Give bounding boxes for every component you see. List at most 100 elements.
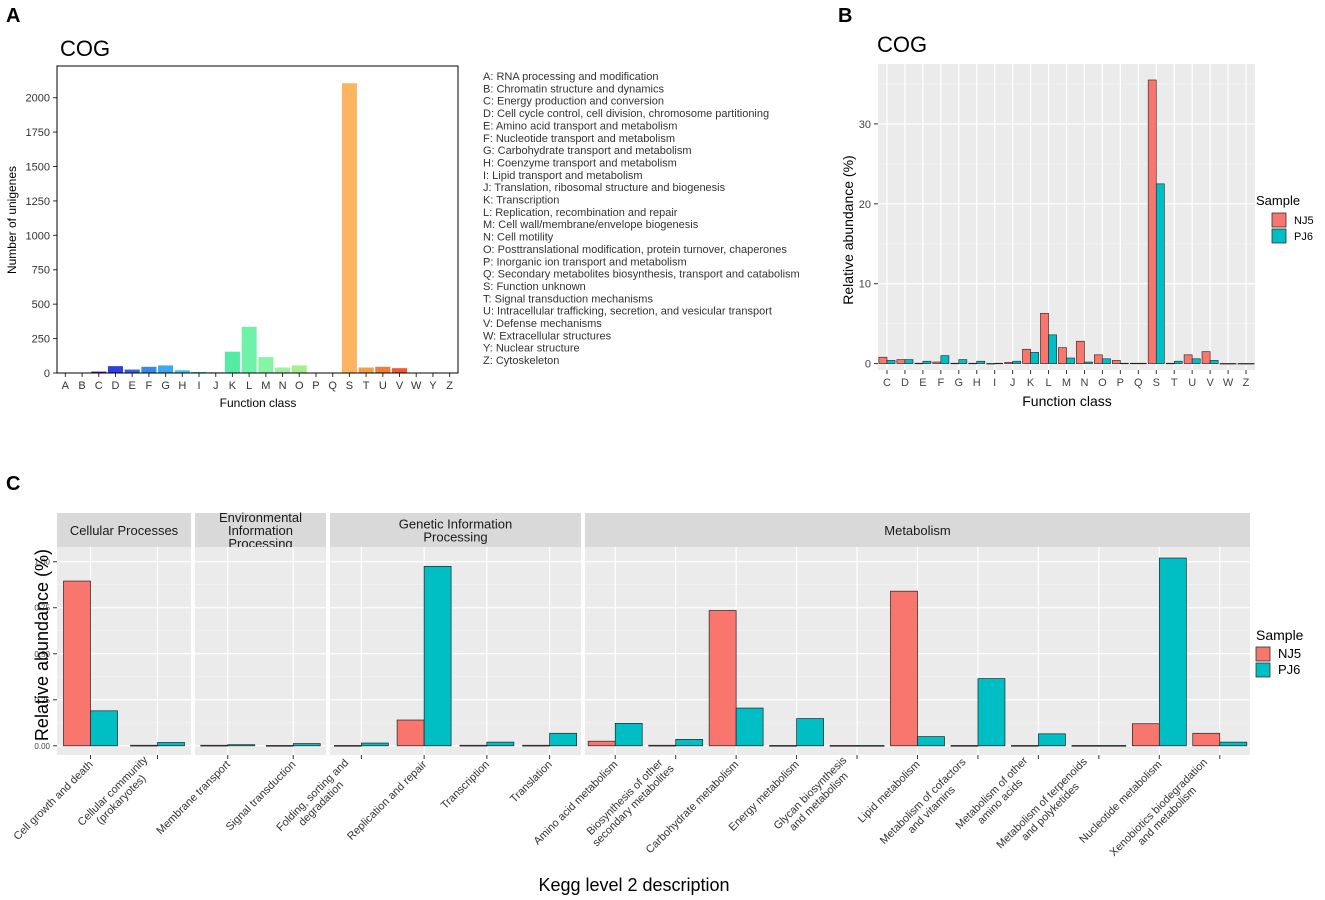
a-bar-E — [124, 369, 140, 373]
a-bar-N — [275, 367, 291, 373]
panel-a-title: COG — [60, 36, 110, 61]
b-y-tick-label: 30 — [859, 119, 871, 131]
c-x-tick-line: Transcription — [439, 759, 492, 812]
b-bar-PJ6-P — [1120, 362, 1129, 365]
c-bar-NJ5 — [334, 745, 362, 747]
a-y-tick-label: 1500 — [26, 161, 50, 173]
a-x-tick-label-Z: Z — [446, 380, 453, 392]
a-x-tick-label-N: N — [279, 380, 287, 392]
c-bar-PJ6 — [796, 718, 824, 747]
a-x-tick-label-K: K — [229, 380, 237, 392]
panel-b-ylabel: Relative abundance (%) — [840, 155, 856, 304]
c-bar-PJ6 — [856, 745, 885, 747]
c-facet-title: Genetic Information — [399, 517, 512, 532]
a-legend-item: O: Posttranslational modification, prote… — [483, 244, 787, 256]
c-y-tick-label: 0.75 — [34, 604, 50, 613]
c-facet-title: Cellular Processes — [70, 523, 179, 538]
b-bar-NJ5-Z — [1237, 363, 1247, 365]
b-bar-PJ6-M — [1066, 357, 1075, 364]
a-bar-F — [141, 366, 157, 373]
b-bar-PJ6-D — [904, 359, 914, 364]
b-bar-NJ5-S — [1147, 79, 1157, 364]
panel-a-xlabel: Function class — [220, 396, 297, 410]
c-bar-PJ6 — [227, 744, 256, 747]
c-x-tick-label: Transcription — [439, 759, 492, 812]
b-bar-NJ5-J — [1004, 362, 1013, 364]
panel-c-legend-swatch-nj5 — [1255, 646, 1271, 662]
c-bar-NJ5 — [950, 745, 979, 747]
panel-b-legend-swatch-pj6 — [1271, 228, 1287, 244]
c-y-tick-label: 0.00 — [34, 742, 50, 751]
c-facet-strip — [57, 513, 191, 547]
b-bar-NJ5-K — [1022, 348, 1031, 364]
panel-c-legend-pj6: PJ6 — [1278, 662, 1300, 677]
b-x-tick-label-F: F — [937, 377, 944, 389]
b-bar-NJ5-D — [896, 359, 906, 364]
c-bar-NJ5 — [63, 580, 91, 747]
panel-b-legend-swatch-nj5 — [1271, 212, 1287, 228]
b-bar-PJ6-K — [1030, 352, 1039, 364]
c-bar-PJ6 — [423, 565, 452, 747]
panel-a-ylabel: Number of unigenes — [5, 166, 19, 274]
a-legend-item: S: Function unknown — [483, 281, 586, 293]
b-x-tick-label-E: E — [919, 377, 926, 389]
c-bar-PJ6 — [675, 739, 704, 747]
b-x-tick-label-W: W — [1223, 377, 1234, 389]
panel-c: C 0.00 0.25 0.50 0.75 1.00 Cellular Processes… — [6, 473, 1304, 895]
panel-c-ylabel: Relative abundance (%) — [32, 549, 52, 741]
a-y-tick-label: 750 — [32, 265, 50, 277]
a-y-tick-label: 1000 — [26, 230, 50, 242]
c-bar-NJ5 — [829, 745, 858, 747]
panel-b-label: B — [838, 5, 852, 27]
a-x-tick-label-O: O — [295, 380, 304, 392]
a-x-tick-label-Y: Y — [429, 380, 437, 392]
a-legend-item: C: Energy production and conversion — [483, 96, 664, 108]
c-bar-PJ6 — [292, 743, 321, 747]
c-bar-NJ5 — [130, 744, 158, 747]
c-bar-PJ6 — [917, 736, 945, 747]
c-bar-PJ6 — [486, 741, 515, 747]
b-x-tick-label-P: P — [1117, 377, 1124, 389]
c-bar-PJ6 — [1158, 557, 1187, 747]
b-bar-NJ5-I — [986, 363, 995, 365]
c-bar-NJ5 — [890, 590, 918, 747]
c-bar-PJ6 — [157, 742, 185, 747]
c-facet-strip — [330, 513, 581, 547]
c-x-tick-line: Replication and repair — [345, 758, 429, 842]
b-x-tick-label-Q: Q — [1134, 377, 1143, 389]
a-legend-item: E: Amino acid transport and metabolism — [483, 120, 677, 132]
a-legend-item: Q: Secondary metabolites biosynthesis, t… — [483, 269, 800, 281]
b-bar-NJ5-V — [1201, 351, 1211, 364]
a-y-tick-label: 0 — [44, 368, 50, 380]
b-bar-NJ5-P — [1111, 360, 1121, 364]
a-legend-item: Z: Cytoskeleton — [483, 355, 559, 367]
b-x-tick-label-I: I — [993, 377, 996, 389]
b-bar-NJ5-W — [1219, 363, 1229, 365]
b-bar-PJ6-U — [1191, 358, 1201, 364]
a-x-tick-label-G: G — [161, 380, 170, 392]
b-bar-NJ5-Q — [1129, 362, 1139, 365]
a-legend-item: K: Transcription — [483, 195, 559, 207]
a-bar-H — [174, 370, 190, 373]
c-bar-PJ6 — [361, 742, 389, 747]
a-legend-item: W: Extracellular structures — [483, 330, 612, 342]
b-bar-PJ6-G — [958, 359, 968, 364]
c-x-tick-line: Metabolism of cofactors — [878, 756, 969, 847]
c-x-tick-line: Translation — [508, 759, 555, 806]
a-legend-item: T: Signal transduction mechanisms — [483, 293, 653, 305]
panel-b-plot: 0 10 20 30 C D E F G H I J K L M N O P Q S T U V W Z — [859, 64, 1255, 389]
a-y-tick-label: 500 — [32, 299, 50, 311]
c-facet-title: Metabolism — [884, 523, 950, 538]
b-x-tick-label-J: J — [1010, 377, 1016, 389]
b-bar-PJ6-N — [1084, 361, 1093, 364]
c-bar-NJ5 — [769, 745, 797, 747]
a-legend-item: Y: Nuclear structure — [483, 343, 580, 355]
a-plot-frame — [56, 65, 459, 374]
c-bar-NJ5 — [648, 744, 677, 747]
b-bar-NJ5-M — [1058, 347, 1067, 364]
b-x-tick-label-M: M — [1062, 377, 1071, 389]
c-facet-title: Processing — [423, 530, 487, 545]
b-bar-PJ6-J — [1012, 360, 1022, 364]
